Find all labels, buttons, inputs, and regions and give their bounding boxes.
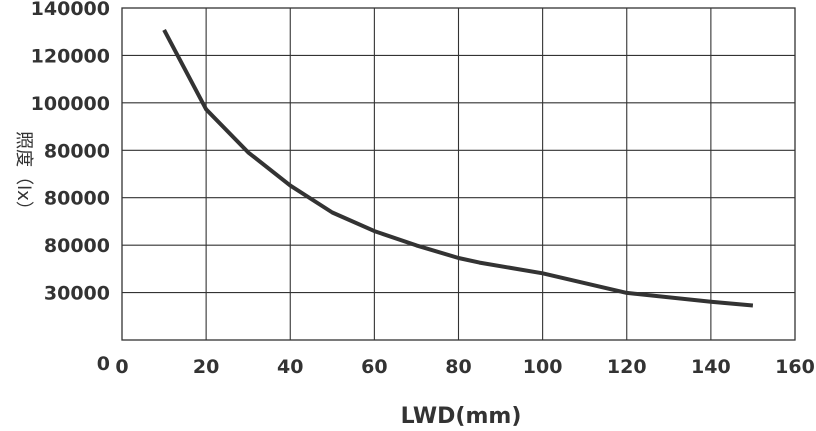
x-tick-label: 120 [607,356,647,378]
grid [121,7,796,341]
series-polyline [162,28,754,308]
x-tick-label: 60 [361,356,387,378]
x-tick-label: 140 [691,356,731,378]
x-tick-label: 0 [115,356,128,378]
x-tick-label: 100 [523,356,563,378]
y-tick-labels: 0 30000 80000 80000 80000 100000 120000 140000 [31,0,110,375]
x-axis-label: LWD(mm) [401,404,522,429]
y-tick-label: 80000 [44,188,110,210]
y-axis-label: 照度（lx） [13,131,34,219]
x-tick-label: 20 [193,356,219,378]
y-tick-label: 80000 [44,235,110,257]
y-tick-label: 30000 [44,283,110,305]
x-tick-labels: 0 20 40 60 80 100 120 140 160 [115,356,814,378]
x-tick-label: 40 [277,356,303,378]
y-tick-label: 120000 [31,45,110,67]
x-tick-label: 80 [445,356,471,378]
y-tick-label: 140000 [31,0,110,20]
y-tick-label: 80000 [44,140,110,162]
series-line [162,28,754,308]
x-tick-label: 160 [775,356,815,378]
y-tick-label: 0 [97,353,110,375]
y-tick-label: 100000 [31,93,110,115]
